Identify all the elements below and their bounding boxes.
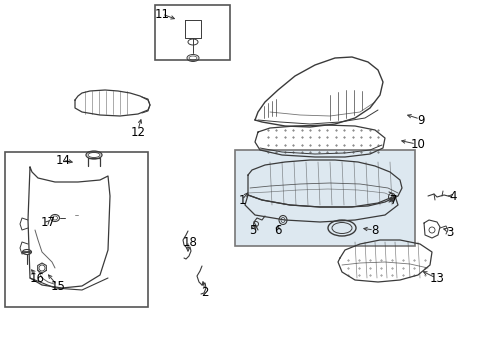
Text: 14: 14 xyxy=(55,153,71,166)
Bar xyxy=(235,150,415,246)
Text: 13: 13 xyxy=(430,273,444,285)
Text: 3: 3 xyxy=(446,225,454,238)
Text: 10: 10 xyxy=(411,139,425,152)
Text: 12: 12 xyxy=(130,126,146,139)
Bar xyxy=(155,5,230,60)
Text: 5: 5 xyxy=(249,225,257,238)
Text: 9: 9 xyxy=(417,113,425,126)
Text: 7: 7 xyxy=(390,194,398,207)
Text: 11: 11 xyxy=(154,8,170,21)
Text: 15: 15 xyxy=(50,280,66,293)
Text: 17: 17 xyxy=(41,216,55,230)
Text: 18: 18 xyxy=(183,235,197,248)
Text: 8: 8 xyxy=(371,225,379,238)
Text: 4: 4 xyxy=(449,189,457,202)
Text: 16: 16 xyxy=(29,271,45,284)
Bar xyxy=(5,152,148,307)
Text: 2: 2 xyxy=(201,285,209,298)
Text: 1: 1 xyxy=(238,194,246,207)
Text: 6: 6 xyxy=(274,225,282,238)
